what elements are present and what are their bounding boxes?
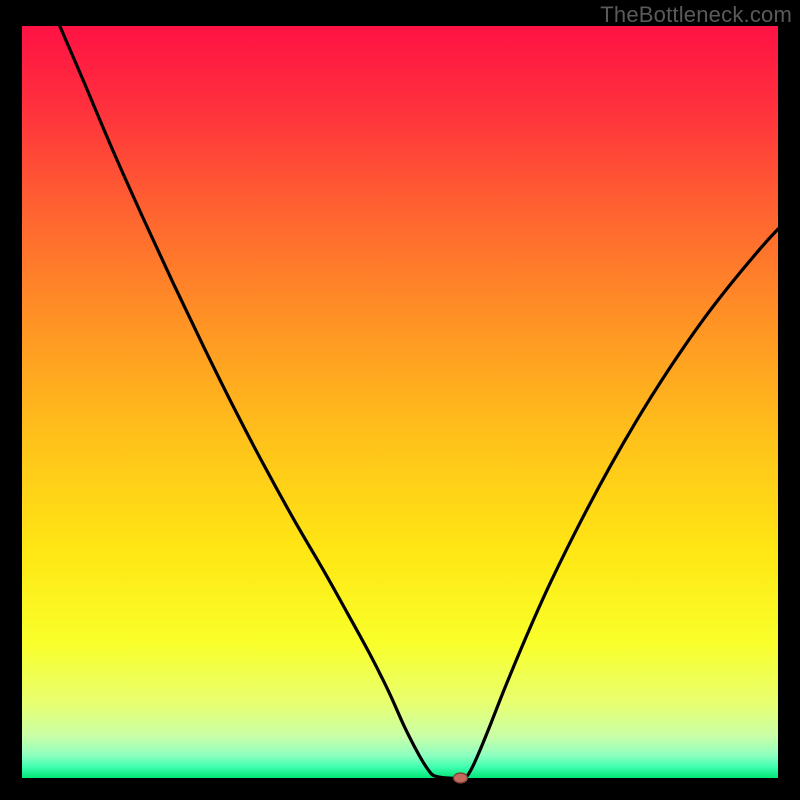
optimum-marker <box>453 773 467 783</box>
watermark-label: TheBottleneck.com <box>600 2 792 28</box>
chart-background <box>22 26 778 778</box>
chart-container: TheBottleneck.com <box>0 0 800 800</box>
bottleneck-chart <box>0 0 800 800</box>
